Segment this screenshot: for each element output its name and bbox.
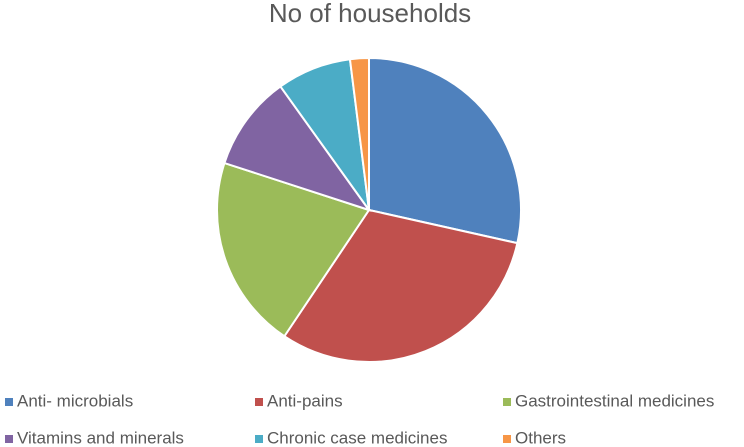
legend-swatch xyxy=(255,435,263,443)
legend-label: Chronic case medicines xyxy=(267,428,447,447)
legend-label: Others xyxy=(515,428,566,447)
legend-swatch xyxy=(255,398,263,406)
pie-slice xyxy=(348,56,370,211)
pie-slice xyxy=(368,56,522,245)
pie-slice xyxy=(282,208,519,363)
pie-slice xyxy=(216,161,371,338)
legend-swatch xyxy=(503,398,511,406)
legend-label: Anti-pains xyxy=(267,391,343,410)
pie-slice xyxy=(223,85,372,212)
legend-label: Gastrointestinal medicines xyxy=(515,391,714,410)
legend-label: Anti- microbials xyxy=(17,391,133,410)
legend-swatch xyxy=(503,435,511,443)
chart-title: No of households xyxy=(269,0,471,28)
legend-swatch xyxy=(5,398,13,406)
legend-label: Vitamins and minerals xyxy=(17,428,184,447)
legend-swatch xyxy=(5,435,13,443)
